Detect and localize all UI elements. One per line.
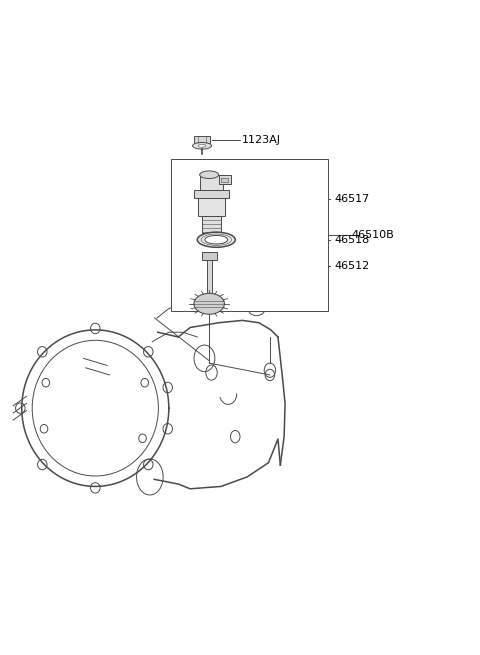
Ellipse shape — [198, 144, 206, 147]
Text: 46510B: 46510B — [351, 230, 394, 240]
Bar — [200, 175, 223, 190]
Bar — [171, 159, 328, 311]
Ellipse shape — [205, 235, 228, 244]
Text: 1123AJ: 1123AJ — [241, 135, 280, 145]
Ellipse shape — [192, 143, 212, 149]
Bar — [194, 190, 228, 198]
Bar — [202, 216, 221, 233]
Ellipse shape — [200, 171, 219, 179]
Bar — [202, 252, 217, 259]
Text: 46517: 46517 — [334, 195, 369, 204]
Bar — [198, 197, 225, 216]
Ellipse shape — [197, 232, 235, 248]
Polygon shape — [194, 293, 224, 314]
Text: 46512: 46512 — [334, 261, 369, 271]
Bar — [219, 175, 230, 184]
Bar — [194, 136, 210, 143]
Bar — [207, 253, 212, 297]
Text: 46518: 46518 — [334, 234, 369, 245]
Bar — [221, 178, 228, 182]
